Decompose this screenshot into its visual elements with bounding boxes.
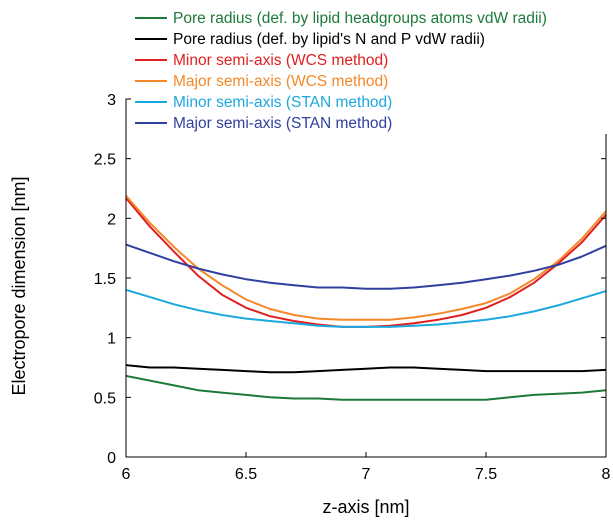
y-tick-label: 2 xyxy=(107,211,116,228)
legend-label: Minor semi-axis (STAN method) xyxy=(173,94,392,111)
series-line-2 xyxy=(125,364,607,374)
axis-ticks xyxy=(125,98,607,458)
legend-label: Major semi-axis (STAN method) xyxy=(173,115,392,132)
series-lines xyxy=(125,195,607,401)
x-tick-label: 8 xyxy=(602,466,611,483)
legend-label: Pore radius (def. by lipid headgroups at… xyxy=(173,10,547,27)
y-tick-label: 3 xyxy=(107,92,116,109)
x-tick-label: 6.5 xyxy=(235,466,257,483)
series-line-1 xyxy=(125,374,607,401)
y-tick-label: 0.5 xyxy=(94,390,116,407)
series-line-5 xyxy=(125,288,607,328)
legend-label: Major semi-axis (WCS method) xyxy=(173,73,388,90)
series-line-3 xyxy=(125,197,607,328)
series-line-6 xyxy=(125,243,607,290)
y-tick-label: 1.5 xyxy=(94,271,116,288)
x-tick-label: 7 xyxy=(362,466,371,483)
tick-labels: 6 6.5 7 7.5 8 0 0.5 1 1.5 2 2.5 3 xyxy=(94,92,611,483)
y-tick-label: 1 xyxy=(107,331,116,348)
legend-background xyxy=(131,4,611,134)
y-axis-label: Electropore dimension [nm] xyxy=(9,176,29,395)
y-tick-label: 2.5 xyxy=(94,152,116,169)
legend-label: Pore radius (def. by lipid's N and P vdW… xyxy=(173,31,485,48)
y-tick-label: 0 xyxy=(107,450,116,467)
legend-label: Minor semi-axis (WCS method) xyxy=(173,52,388,69)
x-tick-label: 7.5 xyxy=(475,466,497,483)
legend: Pore radius (def. by lipid headgroups at… xyxy=(135,10,547,132)
x-axis-label: z-axis [nm] xyxy=(322,497,409,517)
series-line-4 xyxy=(125,195,607,321)
x-tick-label: 6 xyxy=(122,466,131,483)
